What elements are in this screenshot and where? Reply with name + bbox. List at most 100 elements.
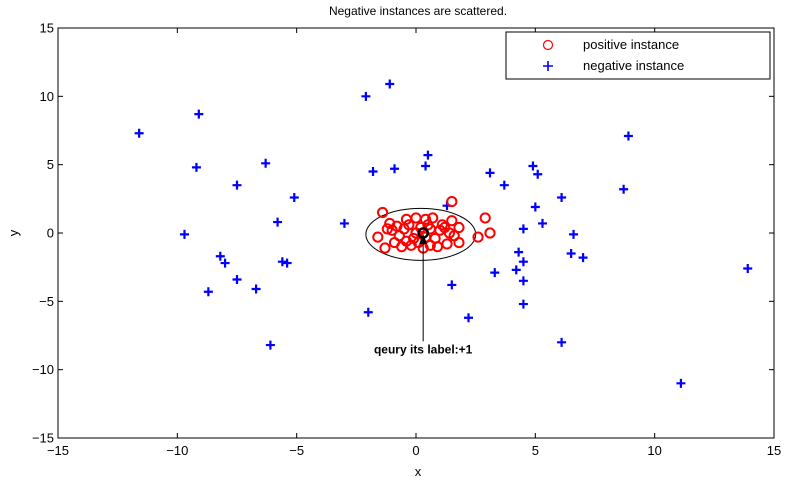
negative-instance-point xyxy=(390,164,400,174)
negative-instance-point xyxy=(282,258,292,268)
legend-marker-negative xyxy=(543,61,553,71)
x-axis-label: x xyxy=(415,464,422,479)
negative-instance-point xyxy=(220,258,230,268)
negative-instance-point xyxy=(518,224,528,234)
x-axis: −15 −10 −5 0 5 10 15 xyxy=(47,28,781,458)
negative-instance-point xyxy=(134,128,144,138)
negative-instance-point xyxy=(179,229,189,239)
negative-instance-point xyxy=(232,274,242,284)
positive-instance-point xyxy=(419,213,432,225)
negative-instance-point xyxy=(518,276,528,286)
negative-instance-point xyxy=(743,264,753,274)
negative-instance-point xyxy=(215,251,225,261)
x-tick-label: −5 xyxy=(289,443,304,458)
negative-instance-point xyxy=(499,180,509,190)
negative-instance-point xyxy=(528,161,538,171)
negative-instance-point xyxy=(518,299,528,309)
annotation-text: qeury its label:+1 xyxy=(374,342,473,356)
positive-instance-point xyxy=(400,235,413,247)
negative-instance-point xyxy=(623,131,633,141)
positive-instance-point xyxy=(379,242,391,254)
positive-instance-point xyxy=(410,227,422,239)
positive-instance-point xyxy=(376,206,389,219)
positive-instance-point xyxy=(408,232,420,245)
legend-box xyxy=(505,31,771,80)
negative-instance-point xyxy=(289,192,299,202)
positive-instance-point xyxy=(446,195,458,208)
negative-instance-point xyxy=(514,247,524,257)
negative-instance-point xyxy=(277,257,287,267)
positive-instance-point xyxy=(453,221,465,234)
negative-instance-point xyxy=(191,162,201,172)
negative-instance-point xyxy=(261,158,271,168)
negative-instance-point xyxy=(339,218,349,228)
neighborhood-ellipse xyxy=(365,207,477,261)
plot-area-frame xyxy=(57,27,775,439)
annotation-arrowhead xyxy=(419,234,428,244)
negative-instance-point xyxy=(385,79,395,89)
positive-instance-point xyxy=(441,238,453,250)
y-axis-label: y xyxy=(6,229,21,236)
x-tick-label: −15 xyxy=(47,443,69,458)
y-tick-label: 15 xyxy=(40,21,54,36)
legend-label-positive: positive instance xyxy=(583,37,679,52)
positive-instance-point xyxy=(436,219,448,231)
x-tick-label: 10 xyxy=(647,443,661,458)
negative-instance-point xyxy=(368,167,378,176)
negative-instance-point xyxy=(421,161,431,171)
negative-instance-point xyxy=(530,202,540,212)
positive-instance-series xyxy=(372,195,496,254)
positive-instance-point xyxy=(372,231,384,243)
legend-marker-positive xyxy=(542,39,554,51)
negative-instance-point xyxy=(447,280,457,290)
positive-instance-point xyxy=(381,223,393,235)
legend: positive instance negative instance xyxy=(505,31,771,80)
negative-instance-point xyxy=(423,150,433,160)
negative-instance-point xyxy=(569,229,579,239)
y-tick-label: 5 xyxy=(47,157,54,172)
positive-instance-point xyxy=(422,219,434,231)
negative-instance-point xyxy=(203,287,213,297)
x-tick-label: −10 xyxy=(166,443,188,458)
negative-instance-point xyxy=(361,91,371,101)
negative-instance-point xyxy=(557,192,567,202)
negative-instance-point xyxy=(676,378,686,388)
query-annotation: qeury its label:+1 xyxy=(374,234,473,356)
positive-instance-point xyxy=(484,227,496,239)
y-tick-label: 10 xyxy=(40,89,54,104)
negative-instance-point xyxy=(273,217,283,227)
positive-instance-point xyxy=(384,217,396,230)
negative-instance-series xyxy=(134,79,753,388)
positive-instance-point xyxy=(446,215,458,227)
y-axis: −15 −10 −5 0 5 10 15 xyxy=(32,21,774,446)
positive-instance-point xyxy=(393,230,405,242)
negative-instance-point xyxy=(490,268,500,278)
negative-instance-point xyxy=(485,168,495,178)
x-tick-label: 5 xyxy=(532,443,539,458)
negative-instance-point xyxy=(363,307,373,317)
y-tick-label: −5 xyxy=(39,294,54,309)
x-tick-label: 0 xyxy=(412,443,419,458)
negative-instance-point xyxy=(265,340,275,350)
positive-instance-point xyxy=(479,212,491,224)
negative-instance-point xyxy=(557,337,567,347)
negative-instance-point xyxy=(518,257,528,267)
positive-instance-point xyxy=(403,219,415,231)
positive-instance-point xyxy=(386,224,398,236)
chart-title: Negative instances are scattered. xyxy=(329,4,507,18)
legend-label-negative: negative instance xyxy=(583,58,684,73)
negative-instance-point xyxy=(566,249,576,258)
negative-instance-point xyxy=(578,253,588,263)
negative-instance-point xyxy=(194,109,204,119)
negative-instance-point xyxy=(511,265,521,275)
positive-instance-point xyxy=(472,231,484,243)
x-tick-label: 15 xyxy=(767,443,781,458)
positive-instance-point xyxy=(443,227,456,239)
negative-instance-point xyxy=(619,184,629,194)
negative-instance-point xyxy=(533,169,543,179)
negative-instance-point xyxy=(251,284,261,294)
negative-instance-point xyxy=(537,218,547,228)
y-tick-label: −15 xyxy=(32,431,54,446)
y-tick-label: 0 xyxy=(47,226,54,241)
